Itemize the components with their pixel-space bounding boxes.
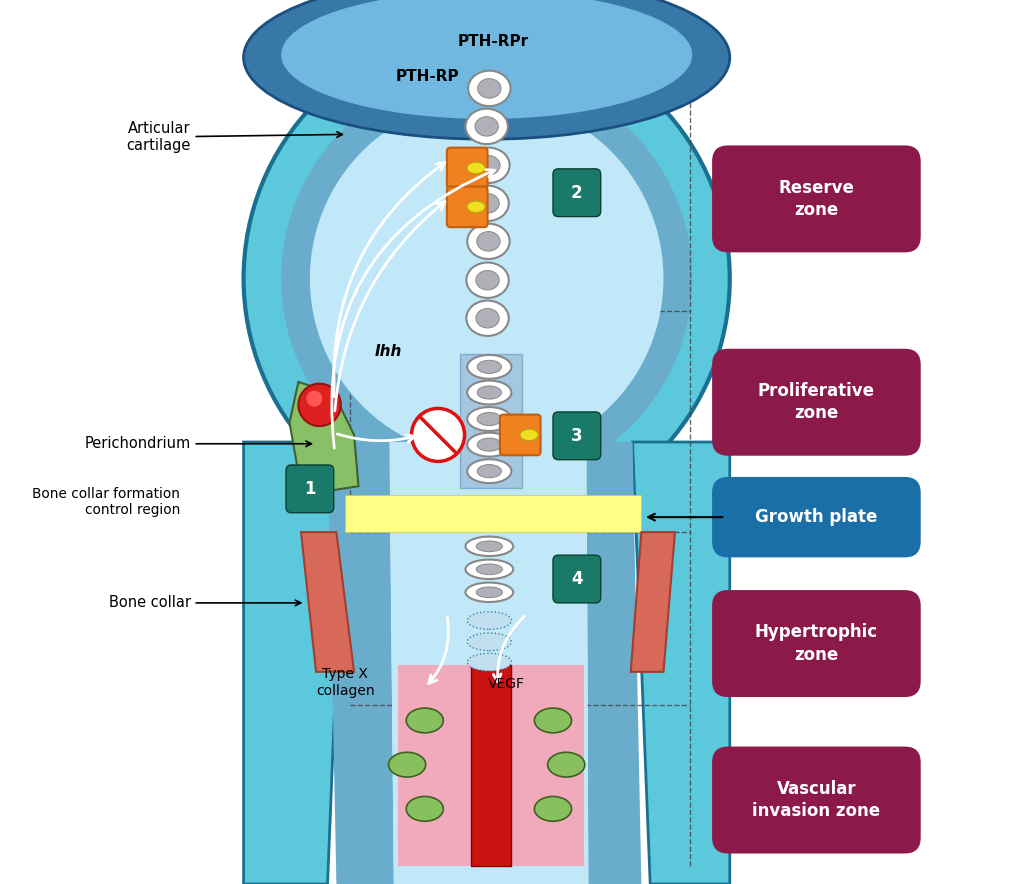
Ellipse shape [476,309,500,328]
Text: 2: 2 [571,184,583,202]
Ellipse shape [468,71,511,106]
Ellipse shape [476,541,503,552]
Text: Proliferative
zone: Proliferative zone [758,382,874,423]
Ellipse shape [466,583,513,602]
Text: PTH-RP: PTH-RP [395,70,459,84]
Ellipse shape [477,361,502,373]
FancyBboxPatch shape [500,415,541,455]
Polygon shape [244,442,345,884]
Ellipse shape [476,194,500,213]
FancyBboxPatch shape [712,746,921,854]
Ellipse shape [310,99,664,457]
Ellipse shape [477,156,500,175]
FancyBboxPatch shape [712,348,921,455]
Text: Bone collar formation
control region: Bone collar formation control region [32,487,180,517]
Polygon shape [460,354,522,488]
Ellipse shape [477,386,502,399]
Ellipse shape [467,407,511,431]
Ellipse shape [467,354,511,378]
Ellipse shape [407,796,443,821]
Ellipse shape [477,438,502,451]
Ellipse shape [466,109,508,144]
Ellipse shape [282,71,692,486]
Ellipse shape [467,201,485,213]
Text: Type X
collagen: Type X collagen [316,667,375,697]
Ellipse shape [282,0,692,118]
Ellipse shape [467,459,511,483]
Polygon shape [389,442,589,884]
Ellipse shape [466,560,513,579]
Polygon shape [471,665,511,866]
Ellipse shape [466,186,509,221]
Ellipse shape [467,633,511,651]
Ellipse shape [477,79,501,98]
FancyBboxPatch shape [712,591,921,697]
Ellipse shape [548,752,585,777]
Ellipse shape [467,653,511,671]
Polygon shape [328,442,394,884]
Polygon shape [290,382,358,491]
Text: 1: 1 [304,480,315,498]
FancyBboxPatch shape [712,145,921,252]
FancyBboxPatch shape [553,169,601,217]
Ellipse shape [467,224,510,259]
FancyBboxPatch shape [553,412,601,460]
Circle shape [412,408,465,461]
Ellipse shape [466,537,513,556]
FancyBboxPatch shape [446,187,487,227]
Ellipse shape [477,465,502,477]
Text: 3: 3 [571,427,583,445]
Polygon shape [345,495,641,532]
Ellipse shape [477,232,500,251]
Ellipse shape [476,587,503,598]
Text: Vascular
invasion zone: Vascular invasion zone [753,780,881,820]
Polygon shape [301,532,354,672]
Ellipse shape [244,0,730,139]
Ellipse shape [407,708,443,733]
Text: PTH-RPr: PTH-RPr [458,34,528,49]
Polygon shape [398,665,584,866]
Circle shape [306,391,323,407]
Ellipse shape [388,752,426,777]
Text: Bone collar: Bone collar [109,596,301,610]
Ellipse shape [467,612,511,629]
Ellipse shape [476,564,503,575]
Text: VEGF: VEGF [487,677,524,691]
Text: Perichondrium: Perichondrium [84,437,311,451]
Ellipse shape [475,117,499,136]
Ellipse shape [467,380,511,404]
Text: Reserve
zone: Reserve zone [778,179,854,219]
Polygon shape [631,532,675,672]
Ellipse shape [244,31,730,526]
Ellipse shape [466,263,509,298]
Ellipse shape [535,708,571,733]
Text: Growth plate: Growth plate [756,508,878,526]
FancyBboxPatch shape [286,465,334,513]
Polygon shape [587,442,641,884]
FancyBboxPatch shape [553,555,601,603]
Ellipse shape [467,162,485,174]
Circle shape [298,384,341,426]
FancyBboxPatch shape [712,477,921,558]
Text: Ihh: Ihh [375,345,401,359]
Text: Hypertrophic
zone: Hypertrophic zone [755,623,878,664]
Ellipse shape [467,432,511,456]
Ellipse shape [535,796,571,821]
Ellipse shape [477,413,502,425]
Polygon shape [633,442,730,884]
Text: 4: 4 [571,570,583,588]
FancyBboxPatch shape [446,148,487,188]
Ellipse shape [476,271,500,290]
Ellipse shape [466,301,509,336]
Text: Articular
cartilage: Articular cartilage [126,121,342,153]
Ellipse shape [520,429,539,441]
Ellipse shape [467,148,510,183]
